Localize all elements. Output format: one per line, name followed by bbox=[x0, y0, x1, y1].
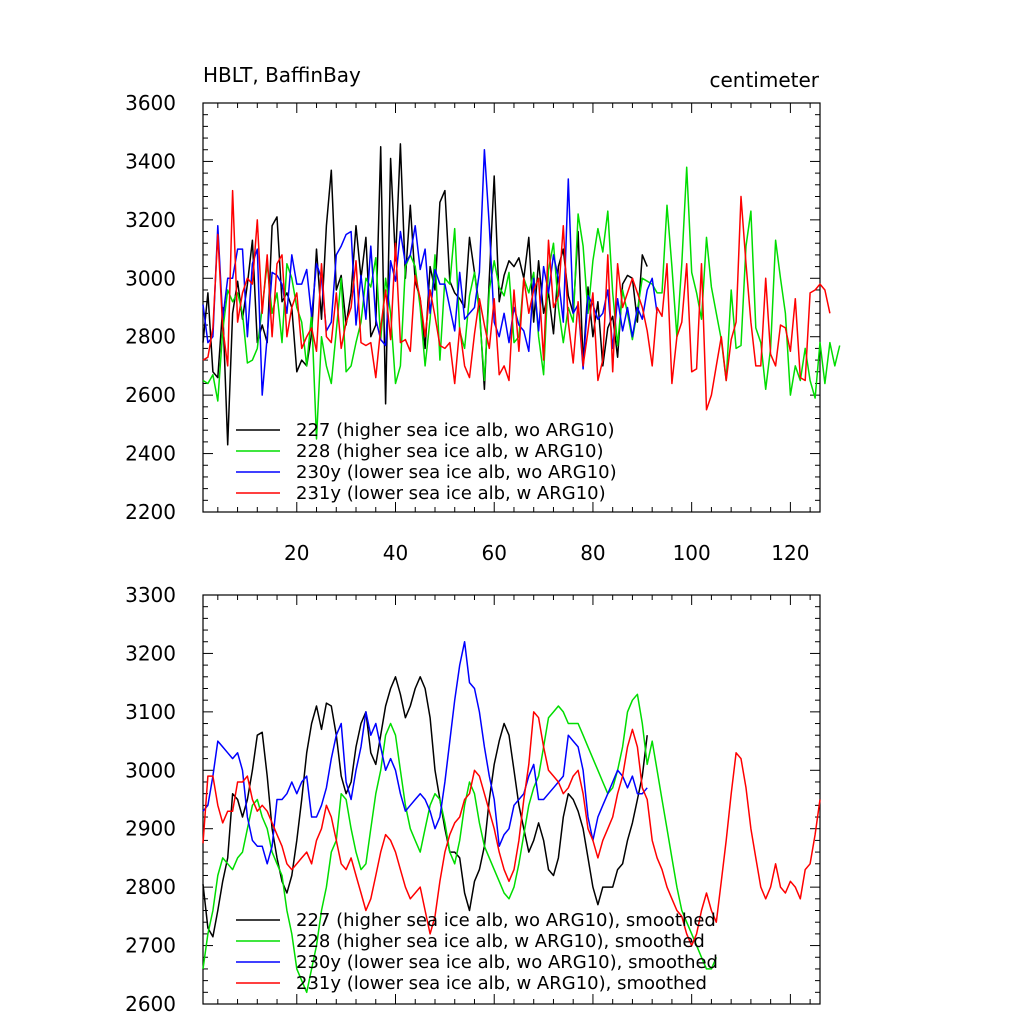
y-tick-label: 2800 bbox=[125, 875, 176, 899]
y-tick-label: 2700 bbox=[125, 934, 176, 958]
legend-label: 228 (higher sea ice alb, w ARG10) bbox=[296, 441, 603, 462]
y-tick-label: 3200 bbox=[125, 641, 176, 665]
y-tick-label: 3000 bbox=[125, 758, 176, 782]
chart-title: HBLT, BaffinBay bbox=[203, 63, 361, 87]
series-line-2 bbox=[202, 166, 841, 440]
y-tick-label: 3300 bbox=[125, 583, 176, 607]
legend-label: 231y (lower sea ice alb, w ARG10), smoot… bbox=[296, 973, 707, 994]
x-tick-label: 20 bbox=[284, 541, 309, 565]
units-label: centimeter bbox=[709, 68, 819, 92]
legend-label: 230y (lower sea ice alb, wo ARG10), smoo… bbox=[296, 952, 718, 973]
y-tick-label: 2600 bbox=[125, 383, 176, 407]
legend-label: 227 (higher sea ice alb, wo ARG10), smoo… bbox=[296, 910, 716, 931]
series-line-1 bbox=[202, 676, 648, 938]
series-line-4 bbox=[202, 189, 831, 411]
x-tick-label: 100 bbox=[673, 541, 711, 565]
bottom-panel: 2600 2700 2800 2900 3000 3100 3200 3300 227 (hig… bbox=[125, 583, 821, 1016]
y-tick-label: 2600 bbox=[125, 992, 176, 1016]
top-panel: 2200 2400 2600 2800 3000 3200 3400 3600 20 40 60 80… bbox=[125, 91, 841, 565]
legend-label: 230y (lower sea ice alb, wo ARG10) bbox=[296, 462, 617, 483]
x-tick-label: 60 bbox=[481, 541, 506, 565]
x-tick-label: 80 bbox=[580, 541, 605, 565]
y-tick-label: 3400 bbox=[125, 149, 176, 173]
y-tick-label: 3000 bbox=[125, 266, 176, 290]
legend-label: 228 (higher sea ice alb, w ARG10), smoot… bbox=[296, 931, 705, 952]
y-tick-label: 2800 bbox=[125, 325, 176, 349]
y-tick-label: 3200 bbox=[125, 208, 176, 232]
y-tick-label: 3600 bbox=[125, 91, 176, 115]
series-line-4 bbox=[202, 711, 821, 947]
series-line-3 bbox=[202, 640, 648, 865]
x-tick-label: 120 bbox=[771, 541, 809, 565]
legend-label: 227 (higher sea ice alb, wo ARG10) bbox=[296, 420, 615, 441]
series-line-2 bbox=[202, 693, 717, 994]
legend-label: 231y (lower sea ice alb, w ARG10) bbox=[296, 483, 606, 504]
y-tick-label: 3100 bbox=[125, 700, 176, 724]
x-tick-label: 40 bbox=[383, 541, 408, 565]
y-tick-label: 2200 bbox=[125, 500, 176, 524]
y-tick-label: 2400 bbox=[125, 442, 176, 466]
y-tick-label: 2900 bbox=[125, 817, 176, 841]
